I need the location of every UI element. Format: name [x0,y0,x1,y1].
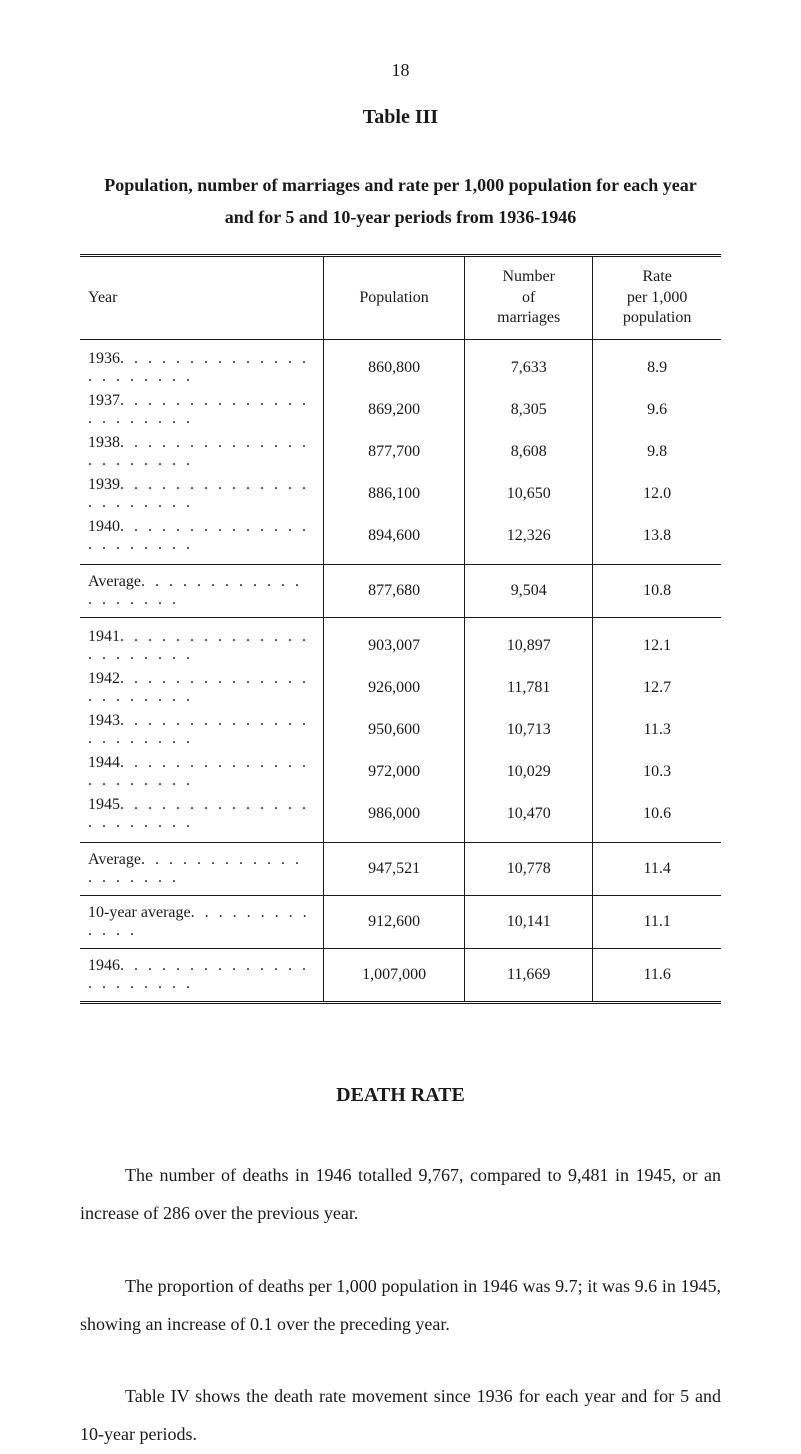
cell-population: 912,600 [324,896,465,949]
cell-year: 1939 [88,476,120,493]
cell-year: 1941 [88,628,120,645]
marriage-data-table: Year Population Numberofmarriages Ratepe… [80,254,721,1004]
cell-year: 1943 [88,712,120,729]
leader-dots: . . . . . . . . . . . . . . . . . . . . … [88,670,309,705]
page-number: 18 [80,60,721,81]
cell-population: 860,800 [324,340,465,390]
table-row: 1938. . . . . . . . . . . . . . . . . . … [80,431,721,473]
table-row: 1936. . . . . . . . . . . . . . . . . . … [80,340,721,390]
table-caption: Population, number of marriages and rate… [80,169,721,234]
cell-population: 926,000 [324,667,465,709]
cell-marriages: 10,141 [465,896,593,949]
cell-population: 869,200 [324,389,465,431]
cell-marriages: 10,650 [465,473,593,515]
cell-rate: 10.6 [593,793,721,843]
cell-year: 1938 [88,434,120,451]
table-row: 1939. . . . . . . . . . . . . . . . . . … [80,473,721,515]
table-row: 1945. . . . . . . . . . . . . . . . . . … [80,793,721,843]
leader-dots: . . . . . . . . . . . . . . . . . . . . … [88,476,309,511]
cell-population: 903,007 [324,618,465,668]
table-title: Table III [80,106,721,129]
cell-label: Average [88,573,141,590]
leader-dots: . . . . . . . . . . . . . . . . . . . . … [88,350,309,385]
cell-marriages: 10,713 [465,709,593,751]
table-row-final: 1946. . . . . . . . . . . . . . . . . . … [80,949,721,1003]
body-paragraph-3: Table IV shows the death rate movement s… [80,1378,721,1454]
leader-dots: . . . . . . . . . . . . . . . . . . . . … [88,518,309,553]
cell-marriages: 8,305 [465,389,593,431]
cell-rate: 11.4 [593,843,721,896]
table-row: 1944. . . . . . . . . . . . . . . . . . … [80,751,721,793]
leader-dots: . . . . . . . . . . . . . . . . . . . . … [88,712,309,747]
cell-rate: 9.6 [593,389,721,431]
cell-population: 947,521 [324,843,465,896]
cell-year: 1940 [88,518,120,535]
table-row: 1940. . . . . . . . . . . . . . . . . . … [80,515,721,565]
cell-marriages: 12,326 [465,515,593,565]
cell-population: 986,000 [324,793,465,843]
cell-rate: 8.9 [593,340,721,390]
cell-population: 972,000 [324,751,465,793]
leader-dots: . . . . . . . . . . . . . . . . . . . . … [88,754,309,789]
cell-population: 877,700 [324,431,465,473]
cell-year: 1944 [88,754,120,771]
leader-dots: . . . . . . . . . . . . . . . . . . . . … [88,796,309,831]
cell-rate: 10.3 [593,751,721,793]
cell-year: 1945 [88,796,120,813]
cell-year: 1937 [88,392,120,409]
cell-marriages: 10,029 [465,751,593,793]
col-header-population: Population [324,255,465,339]
cell-population: 886,100 [324,473,465,515]
table-row-average: Average. . . . . . . . . . . . . . . . .… [80,565,721,618]
table-row: 1943. . . . . . . . . . . . . . . . . . … [80,709,721,751]
table-row: 1942. . . . . . . . . . . . . . . . . . … [80,667,721,709]
cell-marriages: 10,470 [465,793,593,843]
cell-rate: 13.8 [593,515,721,565]
cell-year: 1946 [88,957,120,974]
cell-rate: 11.6 [593,949,721,1003]
col-header-year: Year [80,255,324,339]
leader-dots: . . . . . . . . . . . . . . . . . . . . … [88,957,309,992]
cell-marriages: 7,633 [465,340,593,390]
cell-rate: 9.8 [593,431,721,473]
cell-population: 1,007,000 [324,949,465,1003]
leader-dots: . . . . . . . . . . . . . . . . . . . . … [88,434,309,469]
cell-label: 10-year average [88,904,191,921]
table-row-average: Average. . . . . . . . . . . . . . . . .… [80,843,721,896]
cell-rate: 12.1 [593,618,721,668]
cell-marriages: 11,781 [465,667,593,709]
cell-rate: 12.7 [593,667,721,709]
cell-marriages: 9,504 [465,565,593,618]
cell-marriages: 10,778 [465,843,593,896]
cell-marriages: 8,608 [465,431,593,473]
leader-dots: . . . . . . . . . . . . . . . . . . . . … [88,392,309,427]
cell-label: Average [88,851,141,868]
cell-population: 894,600 [324,515,465,565]
cell-year: 1936 [88,350,120,367]
cell-population: 950,600 [324,709,465,751]
cell-rate: 10.8 [593,565,721,618]
cell-population: 877,680 [324,565,465,618]
cell-rate: 11.3 [593,709,721,751]
cell-rate: 11.1 [593,896,721,949]
cell-marriages: 10,897 [465,618,593,668]
table-row-ten-year: 10-year average. . . . . . . . . . . . .… [80,896,721,949]
cell-rate: 12.0 [593,473,721,515]
section-heading: DEATH RATE [80,1084,721,1107]
cell-marriages: 11,669 [465,949,593,1003]
cell-year: 1942 [88,670,120,687]
table-row: 1937. . . . . . . . . . . . . . . . . . … [80,389,721,431]
col-header-rate: Rateper 1,000population [593,255,721,339]
leader-dots: . . . . . . . . . . . . . . . . . . . . … [88,628,309,663]
col-header-marriages: Numberofmarriages [465,255,593,339]
body-paragraph-1: The number of deaths in 1946 totalled 9,… [80,1157,721,1233]
table-row: 1941. . . . . . . . . . . . . . . . . . … [80,618,721,668]
body-paragraph-2: The proportion of deaths per 1,000 popul… [80,1268,721,1344]
